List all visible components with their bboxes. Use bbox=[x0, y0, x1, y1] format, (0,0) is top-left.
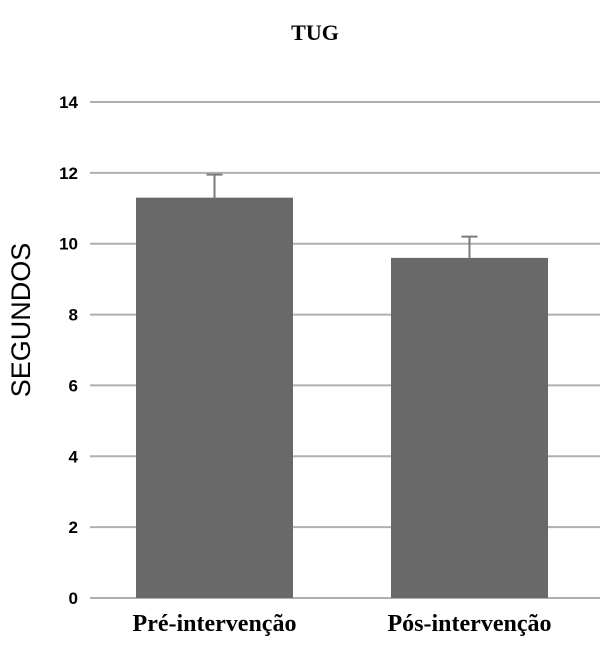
x-tick-label: Pré-intervenção bbox=[133, 611, 297, 637]
bar bbox=[136, 197, 293, 598]
y-tick-label: 12 bbox=[59, 164, 78, 183]
y-tick-label: 14 bbox=[59, 93, 78, 112]
y-tick-label: 4 bbox=[69, 447, 79, 466]
bar bbox=[391, 257, 548, 598]
y-axis-label: SEGUNDOS bbox=[6, 243, 36, 398]
y-tick-label: 6 bbox=[69, 376, 78, 395]
y-tick-label: 10 bbox=[59, 235, 78, 254]
y-tick-label: 8 bbox=[69, 306, 78, 325]
y-tick-label: 2 bbox=[69, 518, 78, 537]
x-tick-label: Pós-intervenção bbox=[388, 611, 552, 637]
chart-title: TUG bbox=[291, 20, 339, 45]
y-tick-label: 0 bbox=[69, 589, 78, 608]
